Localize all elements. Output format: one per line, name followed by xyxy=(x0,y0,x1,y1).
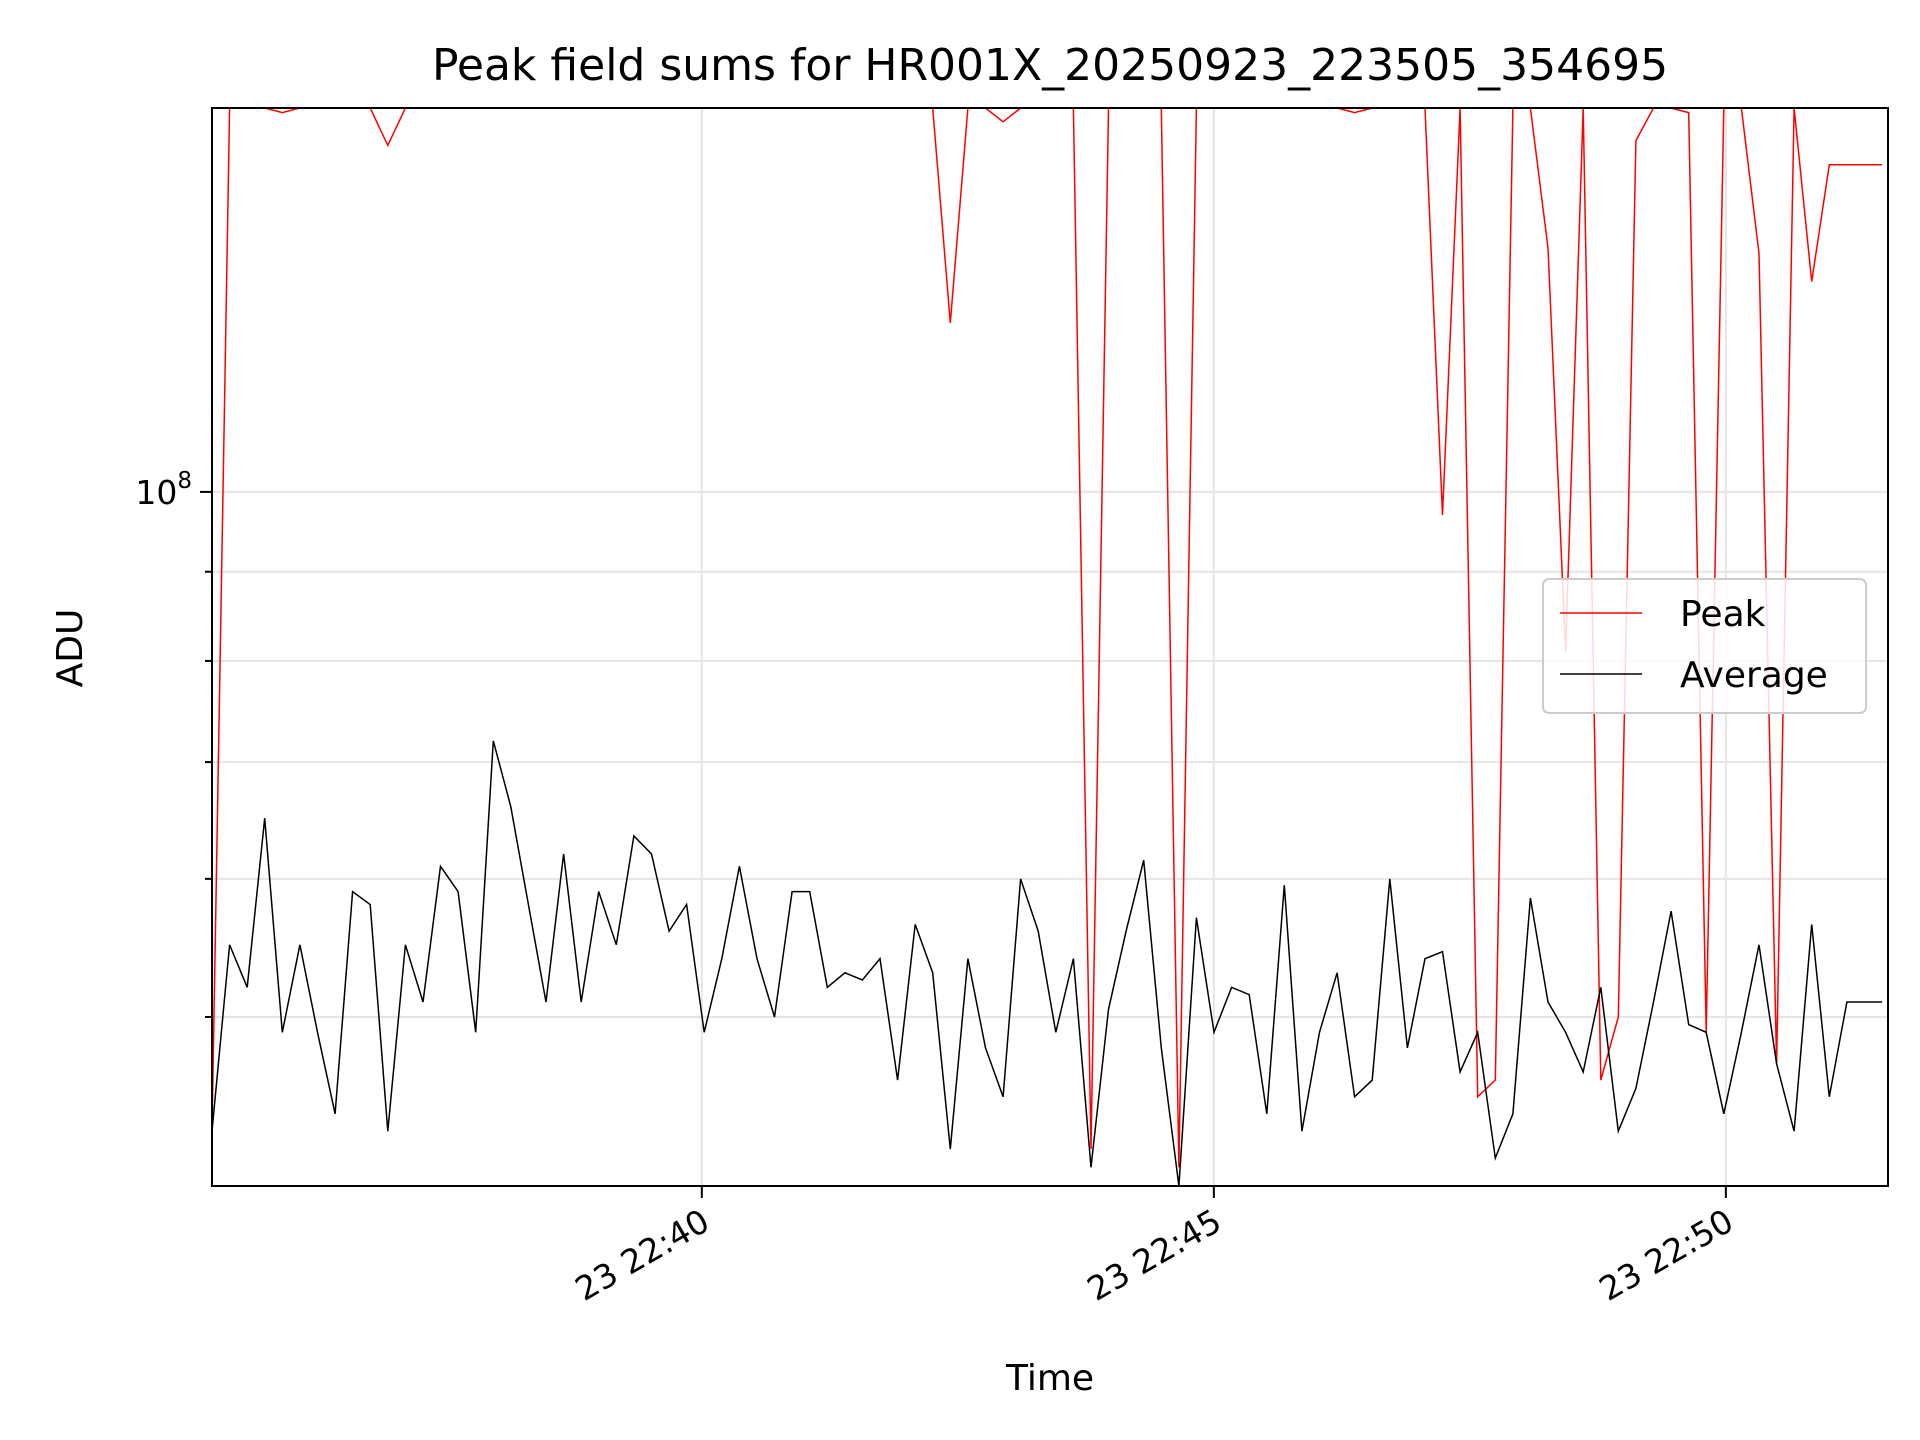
y-tick-label-base: 10 xyxy=(135,473,177,512)
series-line-average xyxy=(212,740,1882,1186)
y-axis-label: ADU xyxy=(50,609,91,688)
legend-label-peak: Peak xyxy=(1680,594,1766,635)
plot-frame xyxy=(211,107,1889,1187)
y-tick-label: 108 xyxy=(135,468,192,512)
series-line-peak xyxy=(212,108,1882,1168)
x-axis-label: Time xyxy=(1005,1358,1094,1399)
legend-label-average: Average xyxy=(1680,655,1828,696)
legend: Peak Average xyxy=(1542,578,1867,714)
y-tick-label-exponent: 8 xyxy=(177,468,192,494)
chart-title: Peak field sums for HR001X_20250923_2235… xyxy=(432,40,1668,91)
series-layer xyxy=(212,108,1882,1186)
